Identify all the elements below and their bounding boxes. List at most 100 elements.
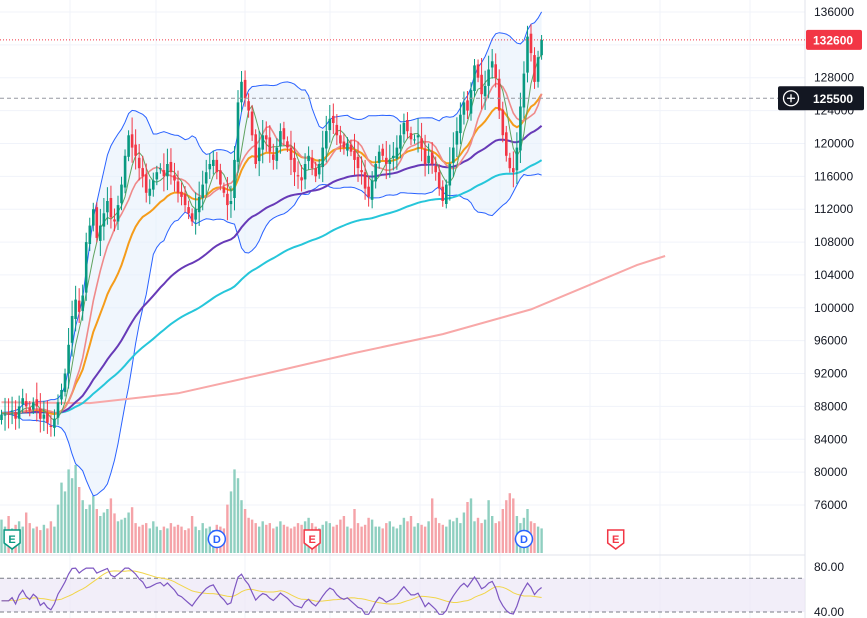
volume-bar-77: [272, 528, 275, 553]
candle-body-28: [99, 225, 102, 241]
event-marker-label: D: [520, 534, 528, 546]
rsi-line: [1, 567, 542, 615]
candle-77: [272, 143, 275, 170]
earnings-marker-shield: [303, 529, 321, 550]
price-tick-76000: 76000: [814, 498, 848, 512]
candle-135: [476, 59, 480, 83]
candle-body-148: [522, 73, 526, 108]
volume-bar-105: [370, 519, 374, 553]
volume-bar-27: [95, 509, 98, 553]
event-marker-e-2[interactable]: E: [303, 529, 321, 550]
volume-bar-8: [28, 523, 31, 553]
candle-5: [17, 395, 21, 429]
volume-bar-55: [194, 526, 197, 553]
candle-147: [519, 92, 522, 163]
candle-body-13: [46, 412, 49, 423]
candle-body-145: [512, 168, 515, 173]
volume-bar-69: [243, 509, 247, 553]
volume-bar-20: [70, 478, 74, 553]
candle-body-140: [494, 64, 497, 78]
crosshair-price-tag[interactable]: 125500: [778, 86, 864, 111]
candle-82: [289, 130, 293, 175]
volume-bar-12: [42, 524, 46, 553]
candle-body-23: [81, 295, 84, 311]
volume-bar-83: [293, 526, 296, 553]
event-markers[interactable]: EDEDEE: [3, 529, 867, 550]
candle-20: [70, 300, 74, 357]
candle-91: [321, 130, 324, 183]
candle-body-8: [28, 407, 31, 411]
candle-body-97: [342, 141, 346, 148]
candle-65: [229, 185, 233, 218]
candle-127: [448, 147, 452, 201]
volume-bar-22: [78, 487, 81, 553]
volume-bar-78: [275, 526, 278, 553]
bollinger-lower-line: [1, 173, 542, 497]
candle-body-127: [448, 164, 452, 186]
volume-bar-119: [420, 524, 423, 553]
candle-body-129: [455, 131, 459, 145]
candle-body-135: [476, 64, 480, 78]
volume-bar-71: [250, 519, 254, 553]
candle-body-136: [480, 74, 483, 95]
volume-bar-100: [353, 509, 356, 553]
candle-144: [508, 152, 512, 173]
candle-13: [46, 400, 49, 434]
event-marker-e-0[interactable]: E: [3, 529, 21, 550]
candle-37: [130, 117, 134, 163]
volume-bar-107: [378, 526, 381, 553]
event-marker-d-1[interactable]: D: [207, 529, 227, 549]
candle-121: [427, 143, 430, 175]
volume-bar-18: [63, 491, 67, 553]
volume-bar-130: [459, 523, 462, 553]
candle-33: [116, 195, 120, 230]
volume-bar-134: [473, 521, 476, 553]
candle-68: [240, 71, 243, 113]
plus-circle-icon[interactable]: [782, 90, 800, 107]
volume-bar-102: [360, 526, 363, 553]
candle-80: [282, 121, 286, 146]
candle-body-126: [445, 184, 448, 204]
candle-46: [162, 153, 166, 192]
candle-body-50: [176, 181, 180, 193]
volume-bar-50: [176, 524, 180, 553]
candle-body-118: [416, 135, 420, 138]
candle-105: [370, 171, 374, 209]
candle-body-17: [60, 390, 63, 400]
candle-136: [480, 58, 483, 110]
candle-body-53: [187, 207, 190, 214]
candle-body-116: [409, 133, 413, 140]
rsi-tick-40.00: 40.00: [814, 605, 844, 618]
event-marker-e-4[interactable]: E: [606, 529, 625, 550]
volume-bar-108: [381, 528, 384, 553]
candle-body-15: [53, 418, 56, 428]
volume-bar-64: [226, 504, 229, 553]
candle-41: [144, 163, 148, 203]
candle-body-69: [243, 79, 247, 99]
candle-116: [409, 126, 413, 146]
candle-body-46: [162, 170, 166, 177]
candle-151: [533, 47, 536, 89]
price-tick-112000: 112000: [814, 202, 853, 216]
candle-11: [39, 393, 42, 433]
volume-bar-14: [49, 521, 53, 553]
candle-body-87: [307, 155, 310, 162]
candle-body-59: [208, 164, 212, 170]
volume-bar-93: [328, 523, 331, 553]
candle-body-48: [169, 162, 173, 173]
bollinger-band-fill: [1, 11, 542, 496]
candle-36: [127, 130, 130, 162]
candle-body-104: [367, 186, 370, 197]
candle-body-93: [328, 118, 332, 131]
candle-body-7: [24, 401, 28, 407]
price-tick-104000: 104000: [814, 268, 854, 282]
volume-bar-131: [462, 512, 466, 553]
candle-72: [254, 129, 257, 169]
candle-42: [148, 179, 152, 205]
candle-body-123: [434, 166, 437, 173]
candle-body-45: [159, 168, 162, 170]
candle-body-152: [536, 57, 540, 82]
event-marker-d-3[interactable]: D: [514, 529, 534, 549]
